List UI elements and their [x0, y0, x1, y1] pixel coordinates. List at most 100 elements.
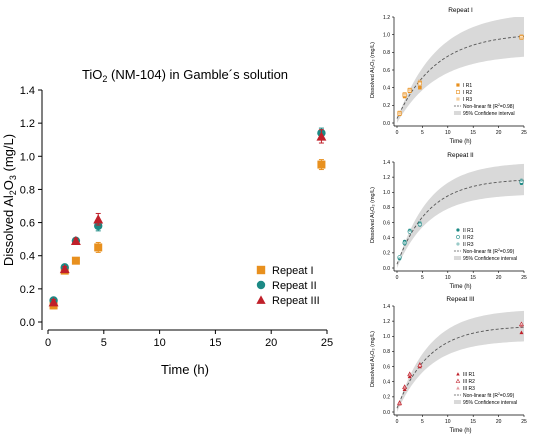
main-data-point [94, 243, 103, 252]
small-y-tick-label: 0.4 [383, 236, 390, 242]
main-legend-label: Repeat II [272, 280, 317, 292]
small-data-point [417, 361, 422, 366]
main-x-tick-label: 25 [321, 337, 333, 349]
small-y-tick-label: 0.8 [383, 349, 390, 355]
small-x-tick-label: 10 [445, 419, 451, 425]
small-data-point [417, 362, 423, 368]
small-data-point [519, 330, 524, 335]
small-data-point [519, 323, 524, 328]
small-x-tick-label: 15 [470, 130, 476, 136]
small-chart-title: Repeat III [446, 296, 474, 303]
small-x-tick-label: 5 [421, 275, 424, 281]
small-y-tick-label: 1.0 [383, 334, 390, 340]
small-data-point [519, 179, 524, 184]
small-legend-label: I R2 [463, 90, 472, 96]
small-data-point [417, 81, 422, 86]
small-data-point [418, 85, 422, 90]
small-legend-label: III R1 [463, 372, 475, 378]
small-legend-marker [456, 90, 460, 94]
small-data-point [407, 371, 413, 377]
small-y-tick-label: 0.8 [383, 205, 390, 211]
small-data-point [402, 240, 407, 246]
small-y-tick-label: 1.4 [383, 304, 390, 310]
main-data-point [94, 221, 103, 231]
small-data-point [402, 384, 407, 388]
repeat-ii-chart: Repeat II 0 5 10 15 20 25 0.0 0.2 0.4 0.6 0.8 1.0 1.2… [370, 152, 527, 290]
small-x-tick-label: 10 [445, 275, 451, 281]
small-legend-marker [456, 228, 460, 232]
small-data-point [402, 384, 408, 389]
confidence-band [397, 163, 524, 268]
small-y-tick-label: 0.4 [383, 380, 390, 386]
small-data-point [402, 387, 407, 391]
fit-legend-label: Non-linear fit (R2=0.98) [463, 103, 515, 110]
main-data-point [71, 256, 80, 265]
small-y-axis-label: Dissolved Al₂O₃ (mg/L) [370, 187, 376, 243]
confidence-band [397, 17, 524, 123]
small-data-point [407, 228, 412, 232]
small-legend-label: II R3 [463, 242, 474, 248]
main-y-axis-label: Dissolved Al2O3 (mg/L) [1, 134, 18, 266]
small-data-point [397, 257, 402, 261]
main-y-tick-label: 1.2 [20, 118, 35, 130]
main-x-tick-label: 15 [209, 337, 221, 349]
main-x-tick-label: 20 [265, 337, 277, 349]
small-legend-label: I R3 [463, 97, 472, 103]
small-x-tick-label: 20 [496, 275, 502, 281]
ci-legend-label: 95% Confidence interval [463, 400, 517, 406]
main-chart-group: TiO2 (NM-104) in Gamble´s solution Disso… [1, 67, 333, 377]
main-x-axis-label: Time (h) [161, 362, 209, 377]
main-legend-label: Repeat I [272, 265, 314, 277]
small-data-point [417, 221, 422, 227]
small-x-tick-label: 5 [421, 130, 424, 136]
small-y-axis-label: Dissolved Al₂O₃ (mg/L) [370, 42, 376, 98]
small-legend-marker [456, 235, 460, 239]
small-y-axis-label: Dissolved Al₂O₃ (mg/L) [370, 331, 376, 387]
small-x-tick-label: 25 [521, 130, 527, 136]
small-y-tick-label: 1.2 [383, 15, 390, 21]
small-legend-marker [456, 83, 460, 87]
small-legend-marker [456, 242, 460, 246]
small-legend-marker [456, 97, 460, 101]
small-x-tick-label: 20 [496, 130, 502, 136]
small-legend-marker [455, 378, 461, 383]
small-x-axis-label: Time (h) [449, 139, 471, 145]
main-legend-marker [256, 265, 266, 275]
small-data-point [407, 87, 412, 92]
main-y-tick-label: 1.4 [20, 85, 35, 97]
main-data-point [70, 235, 81, 246]
main-legend-marker [256, 295, 266, 304]
small-y-tick-label: 0.6 [383, 220, 390, 226]
small-legend-label: III R3 [463, 386, 475, 392]
small-y-tick-label: 1.2 [383, 319, 390, 325]
small-y-tick-label: 0.6 [383, 68, 390, 74]
small-data-point [519, 35, 524, 40]
main-y-tick-label: 0.0 [20, 317, 35, 329]
small-y-tick-label: 1.4 [383, 160, 390, 166]
ci-legend-swatch [453, 111, 461, 115]
fit-legend-label: Non-linear fit (R2=0.99) [463, 392, 515, 399]
repeat-iii-chart: Repeat III 0 5 10 15 20 25 0.0 0.2 0.4 0.6 0.8 1.0 1.… [370, 296, 527, 434]
small-x-tick-label: 15 [470, 275, 476, 281]
small-x-tick-label: 10 [445, 130, 451, 136]
ci-legend-swatch [453, 256, 461, 260]
small-data-point [418, 220, 422, 225]
small-data-point [518, 321, 524, 327]
small-x-axis-label: Time (h) [449, 284, 471, 290]
small-y-tick-label: 0.2 [383, 251, 390, 257]
small-data-point [402, 92, 407, 96]
main-data-point [316, 131, 327, 141]
small-y-tick-label: 0.0 [383, 121, 390, 127]
main-legend-marker [256, 280, 266, 290]
main-x-tick-label: 0 [45, 337, 51, 349]
small-data-point [407, 229, 412, 234]
small-y-tick-label: 0.0 [383, 410, 390, 416]
ci-legend-label: 95% Confidene interval [463, 111, 515, 117]
main-y-tick-label: 0.8 [20, 184, 35, 196]
small-chart-title: Repeat I [448, 7, 473, 14]
small-y-tick-label: 0.2 [383, 395, 390, 401]
small-x-tick-label: 25 [521, 275, 527, 281]
small-legend-marker [456, 386, 460, 390]
small-x-tick-label: 15 [470, 419, 476, 425]
